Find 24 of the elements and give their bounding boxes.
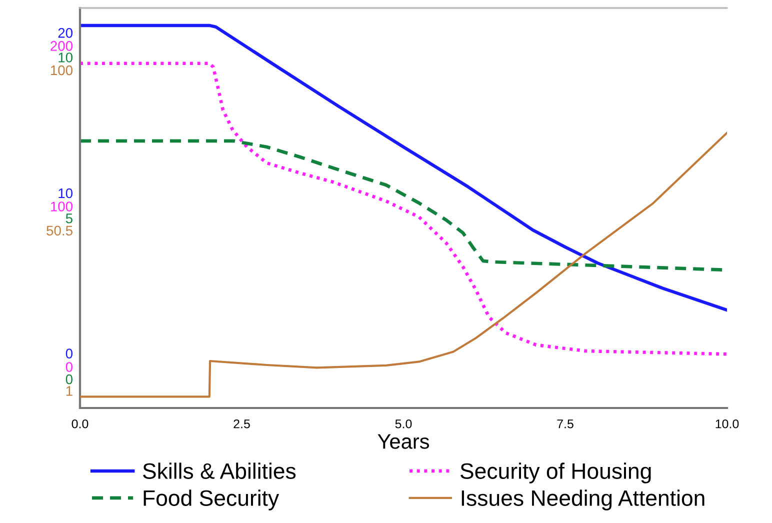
legend-label: Food Security xyxy=(144,490,280,510)
line-series xyxy=(80,62,727,356)
x-tick-label: 10.0 xyxy=(716,419,739,428)
y-tick-label: 0 xyxy=(66,348,73,358)
y2-tick-label: 1 xyxy=(66,386,72,396)
line-series xyxy=(80,132,727,398)
x-tick-label: 7.5 xyxy=(557,420,574,428)
legend-label: Issues Needing Attention xyxy=(462,490,704,510)
x-axis-title: Years xyxy=(378,434,430,449)
y-tick-label: 20 xyxy=(58,28,73,38)
y2-tick-label: 200 xyxy=(50,41,73,51)
x-tick-label: 0.0 xyxy=(72,419,88,428)
legend-label: Security of Housing xyxy=(460,462,651,484)
y2-tick-label: 50.5 xyxy=(46,226,72,236)
y-tick-label: 10 xyxy=(58,52,73,62)
x-tick-label: 5.0 xyxy=(395,419,412,428)
legend-label: Skills & Abilities xyxy=(143,462,296,479)
y2-tick-label: 100 xyxy=(50,202,73,212)
y-tick-label: 5 xyxy=(66,214,72,224)
y-tick-label: 10 xyxy=(58,188,73,198)
y2-tick-label: 100 xyxy=(50,65,73,76)
y-tick-label: 0 xyxy=(66,374,73,384)
x-tick-label: 2.5 xyxy=(234,419,250,428)
line-series xyxy=(80,24,727,312)
